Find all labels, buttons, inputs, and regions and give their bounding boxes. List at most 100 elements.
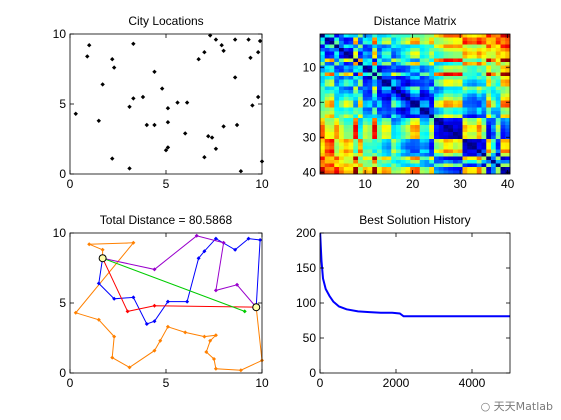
heatmap-cell [329,86,335,91]
route-line [102,257,257,312]
heatmap-cell [419,163,425,168]
x-tick-label: 0 [317,376,324,390]
heatmap-cell [481,58,487,63]
heatmap-cell [348,41,354,45]
heatmap-cell [391,58,397,63]
heatmap-cell [377,170,383,175]
route-point [238,368,243,373]
heatmap-cell [367,114,373,119]
heatmap-cell [343,139,349,143]
route-point [110,355,115,360]
heatmap-cell [377,37,383,42]
heatmap-cell [481,118,487,122]
heatmap-cell [358,79,364,84]
heatmap-cell [343,76,349,80]
heatmap-cell [386,48,392,52]
heatmap-cell [505,93,511,98]
heatmap-cell [419,48,425,52]
heatmap-cell [353,83,359,87]
heatmap-cell [358,121,364,126]
heatmap-cell [405,90,411,94]
heatmap-cell [481,128,487,133]
heatmap-cell [438,128,444,133]
heatmap-cell [448,104,454,108]
heatmap-cell [467,37,473,42]
heatmap-cell [472,135,478,140]
heatmap-cell [320,121,326,126]
heatmap-cell [324,107,330,112]
heatmap-cell [434,55,440,59]
heatmap-cell [424,58,430,63]
heatmap-cell [419,97,425,101]
heatmap-cell [462,153,468,157]
heatmap-cell [500,111,506,115]
heatmap-cell [377,139,383,143]
heatmap-cell [343,37,349,42]
heatmap-cell [348,97,354,101]
heatmap-cell [339,97,345,101]
heatmap-cell [481,167,487,171]
heatmap-cell [405,160,411,164]
heatmap-cell [353,48,359,52]
heatmap-cell [362,111,368,115]
heatmap-cell [472,170,478,175]
heatmap-cell [396,107,402,112]
heatmap-cell [367,118,373,122]
heatmap-cell [467,142,473,147]
heatmap-cell [481,55,487,59]
heatmap-cell [419,128,425,133]
heatmap-cell [476,58,482,63]
city-point [110,156,115,161]
depot-marker [252,303,261,312]
heatmap-cell [400,111,406,115]
heatmap-cell [362,58,368,63]
city-point [221,124,226,129]
heatmap-cell [358,83,364,87]
heatmap-cell [372,93,378,98]
heatmap-cell [415,132,421,136]
heatmap-cell [396,90,402,94]
heatmap-cell [362,44,368,49]
heatmap-cell [400,156,406,161]
heatmap-cell [472,132,478,136]
heatmap-cell [424,104,430,108]
heatmap-cell [429,107,435,112]
heatmap-cell [400,139,406,143]
heatmap-cell [457,153,463,157]
heatmap-cell [396,167,402,171]
y-tick-label: 100 [296,296,316,310]
y-tick-label: 40 [303,165,317,179]
heatmap-cell [348,107,354,112]
heatmap-cell [405,128,411,133]
city-point [110,57,115,62]
heatmap-cell [467,156,473,161]
heatmap-cell [491,79,497,84]
heatmap-cell [400,114,406,119]
heatmap-cell [405,146,411,150]
heatmap-cell [362,107,368,112]
heatmap-cell [457,48,463,52]
heatmap-cell [448,153,454,157]
heatmap-cell [386,34,392,38]
heatmap-cell [334,69,340,73]
heatmap-cell [472,121,478,126]
heatmap-cell [329,125,335,129]
heatmap-cell [429,132,435,136]
city-point [202,50,207,55]
city-point [100,82,105,87]
x-tick-label: 2000 [383,376,410,390]
heatmap-cell [339,170,345,175]
heatmap-cell [415,167,421,171]
heatmap-cell [362,93,368,98]
heatmap-cell [339,65,345,70]
heatmap-cell [415,72,421,77]
heatmap-cell [339,48,345,52]
heatmap-cell [500,44,506,49]
heatmap-cell [405,34,411,38]
route-point [144,322,149,326]
heatmap-cell [429,76,435,80]
heatmap-cell [377,34,383,38]
heatmap-cell [472,107,478,112]
heatmap-cell [320,167,326,171]
heatmap-cell [472,44,478,49]
